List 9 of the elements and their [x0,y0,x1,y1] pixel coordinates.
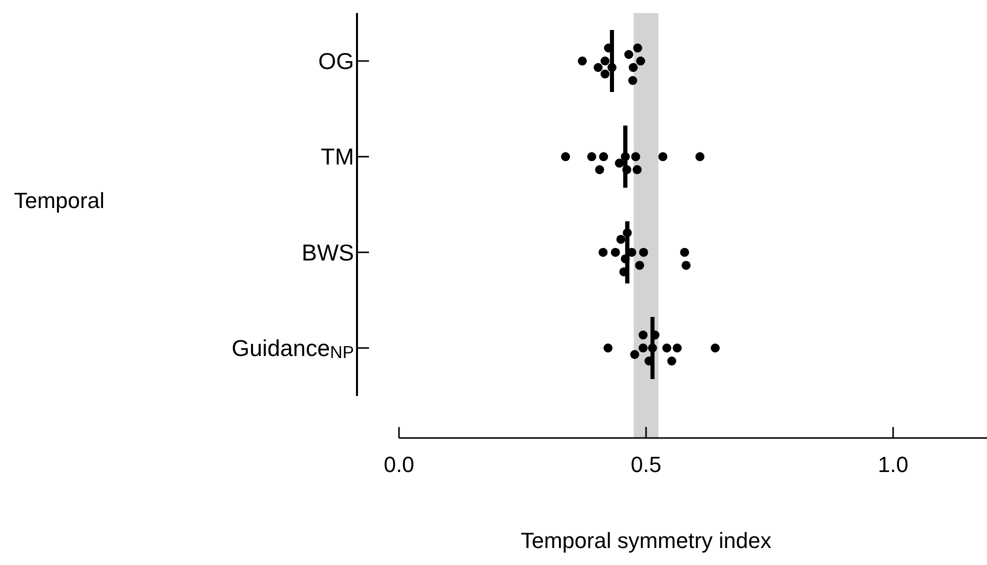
x-tick-label: 1.0 [878,452,908,477]
y-tick-label: BWS [302,239,354,266]
y-tick-label: TM [320,144,354,170]
text: Temporal [14,188,104,213]
x-axis-title: Temporal symmetry index [520,528,772,553]
x-tick-label: 0.5 [630,452,662,477]
y-tick-label: OG [318,48,354,74]
y-tick-label: Guidance$_{NP}$ [232,335,354,362]
x-tick-label: 0.0 [384,452,414,477]
